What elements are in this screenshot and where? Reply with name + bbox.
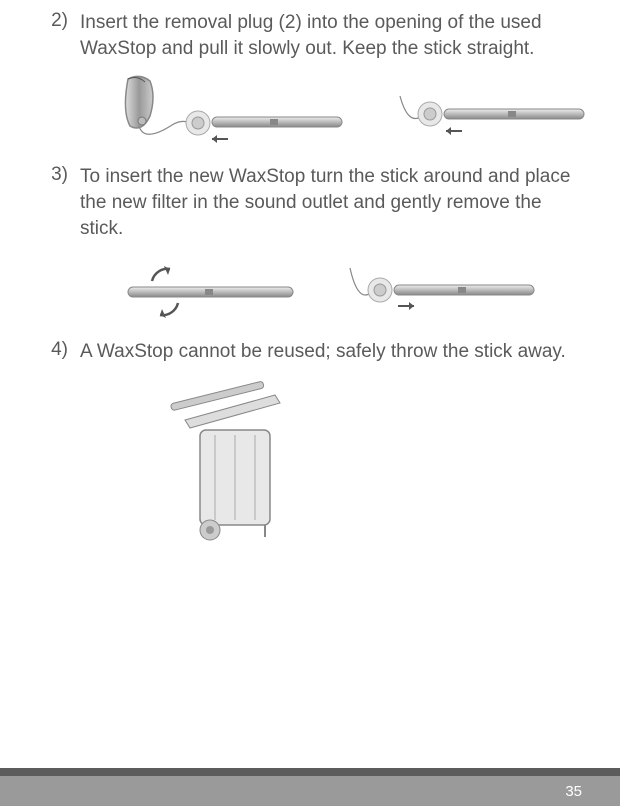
step-3-number: 3): [40, 164, 80, 241]
step-4-number: 4): [40, 339, 80, 365]
turn-stick-illustration: [120, 251, 300, 321]
step-3: 3) To insert the new WaxStop turn the st…: [40, 164, 580, 241]
step-2-text: Insert the removal plug (2) into the ope…: [80, 10, 580, 61]
trash-bin-illustration: [160, 375, 300, 555]
step-4: 4) A WaxStop cannot be reused; safely th…: [40, 339, 580, 365]
step-2: 2) Insert the removal plug (2) into the …: [40, 10, 580, 61]
page-footer: 35: [0, 756, 620, 806]
page-content: 2) Insert the removal plug (2) into the …: [0, 0, 620, 806]
step-4-illustration-row: [160, 375, 580, 555]
footer-dark-bar: [0, 768, 620, 776]
dome-stick-illustration: [390, 81, 590, 136]
step-2-illustrations: [120, 71, 580, 146]
hearing-aid-stick-illustration: [120, 71, 350, 146]
page-number: 35: [565, 783, 582, 800]
dome-stick-pull-illustration: [340, 256, 540, 316]
step-3-illustrations: [120, 251, 580, 321]
step-4-text: A WaxStop cannot be reused; safely throw…: [80, 339, 580, 365]
step-3-text: To insert the new WaxStop turn the stick…: [80, 164, 580, 241]
footer-light-bar: 35: [0, 776, 620, 806]
step-2-number: 2): [40, 10, 80, 61]
